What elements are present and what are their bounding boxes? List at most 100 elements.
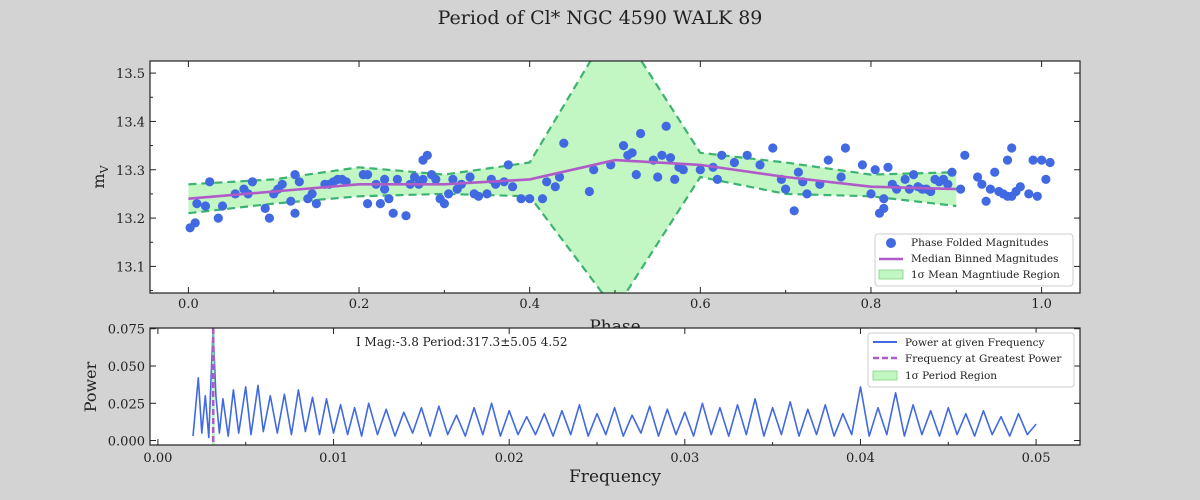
phase-point: [678, 165, 688, 175]
power-y-tick-label: 0.075: [108, 323, 145, 338]
phase-y-tick-label: 13.4: [116, 115, 145, 130]
phase-point: [960, 150, 970, 160]
phase-point: [802, 189, 812, 199]
phase-point: [190, 218, 200, 228]
phase-point: [823, 155, 833, 165]
phase-point: [781, 184, 791, 194]
points-group: [185, 121, 1055, 233]
phase-y-tick-label: 13.1: [116, 260, 145, 275]
power-x-tick-label: 0.03: [670, 451, 699, 466]
phase-point: [264, 213, 274, 223]
median-group: [188, 158, 957, 200]
phase-point: [1032, 191, 1042, 201]
power-x-tick-label: 0.02: [495, 451, 524, 466]
phase-point: [217, 201, 228, 211]
power-y-label: Power: [81, 361, 100, 412]
phase-ticks: 0.0 0.2 0.4 0.6 0.8 1.0 13.1 13.2 13.3 13.4 13.5: [116, 61, 1080, 312]
power-y-tick-label: 0.000: [108, 435, 145, 450]
phase-point: [482, 189, 492, 199]
phase-point: [665, 153, 676, 163]
phase-point: [631, 170, 641, 180]
phase-point: [695, 165, 705, 175]
phase-point: [956, 184, 966, 194]
phase-y-tick-label: 13.2: [116, 212, 145, 227]
power-y-tick-label: 0.025: [108, 397, 145, 412]
phase-point: [388, 208, 398, 218]
phase-point: [836, 172, 846, 182]
phase-point: [542, 177, 552, 187]
phase-point: [973, 172, 983, 182]
phase-point: [840, 143, 851, 153]
phase-point: [1028, 155, 1038, 165]
legend-label-band: 1σ Mean Magntiude Region: [911, 269, 1060, 281]
phase-point: [554, 172, 565, 182]
phase-point: [768, 143, 778, 153]
phase-point: [627, 148, 637, 158]
legend-marker-band: [878, 269, 904, 280]
power-ticks: 0.00 0.01 0.02 0.03 0.04 0.05 0.000 0.025 0.050 0…: [108, 323, 1080, 466]
phase-point: [943, 179, 953, 189]
power-x-tick-label: 0.04: [846, 451, 875, 466]
phase-point: [900, 174, 910, 184]
phase-point: [657, 150, 667, 160]
power-line: [192, 330, 1037, 439]
phase-point: [431, 174, 441, 184]
phase-point: [401, 211, 411, 221]
phase-point: [384, 194, 394, 204]
legend-marker-region: [872, 370, 898, 381]
phase-point: [503, 160, 513, 170]
phase-point: [653, 172, 663, 182]
phase-point: [260, 203, 270, 213]
phase-point: [729, 157, 740, 168]
phase-point: [789, 206, 799, 216]
phase-plot: 0.0 0.2 0.4 0.6 0.8 1.0 13.1 13.2 13.3 13.4 13.5 P…: [89, 60, 1081, 337]
power-x-tick-label: 0.05: [1022, 451, 1051, 466]
phase-point: [448, 174, 458, 184]
legend-label-region: 1σ Period Region: [905, 370, 997, 382]
phase-point: [290, 208, 300, 218]
phase-point: [473, 191, 484, 201]
phase-point: [717, 150, 727, 160]
phase-point: [559, 138, 569, 148]
phase-point: [589, 165, 599, 175]
phase-point: [550, 182, 560, 192]
phase-point: [439, 199, 449, 209]
legend-label-peak: Frequency at Greatest Power: [905, 353, 1062, 365]
phase-point: [247, 177, 257, 187]
phase-point: [661, 121, 671, 131]
power-plot-frame: [149, 327, 1081, 446]
phase-point: [1007, 143, 1017, 153]
phase-point: [1024, 189, 1034, 199]
phase-point: [418, 174, 428, 184]
phase-point: [985, 184, 996, 194]
power-x-label: Frequency: [569, 467, 661, 487]
phase-legend-box: [874, 233, 1074, 287]
phase-x-tick-label: 1.0: [1031, 297, 1052, 312]
phase-point: [618, 141, 629, 151]
phase-point: [444, 189, 454, 199]
legend-label-median: Median Binned Magnitudes: [911, 253, 1058, 265]
phase-x-tick-label: 0.2: [349, 297, 370, 312]
phase-point: [294, 177, 304, 187]
phase-point: [213, 213, 223, 223]
phase-point: [507, 182, 518, 192]
phase-point: [977, 179, 987, 189]
phase-point: [866, 189, 876, 199]
power-x-tick-label: 0.00: [143, 451, 172, 466]
phase-point: [290, 170, 300, 180]
sigma-band-area: [188, 61, 957, 293]
power-legend: Power at given Frequency Frequency at Gr…: [867, 332, 1075, 388]
phase-point: [380, 174, 390, 184]
phase-point: [1045, 157, 1055, 168]
phase-point: [947, 167, 957, 177]
phase-point: [870, 165, 880, 175]
phase-y-tick-label: 13.5: [116, 67, 145, 82]
phase-y-label: mV: [89, 164, 111, 188]
phase-y-tick-label: 13.3: [116, 164, 145, 179]
phase-point: [909, 170, 919, 180]
phase-plot-frame: [149, 60, 1081, 294]
phase-point: [363, 199, 373, 209]
sigma-band-group: [188, 61, 957, 293]
power-series-group: [192, 330, 1037, 439]
phase-point: [392, 174, 402, 184]
